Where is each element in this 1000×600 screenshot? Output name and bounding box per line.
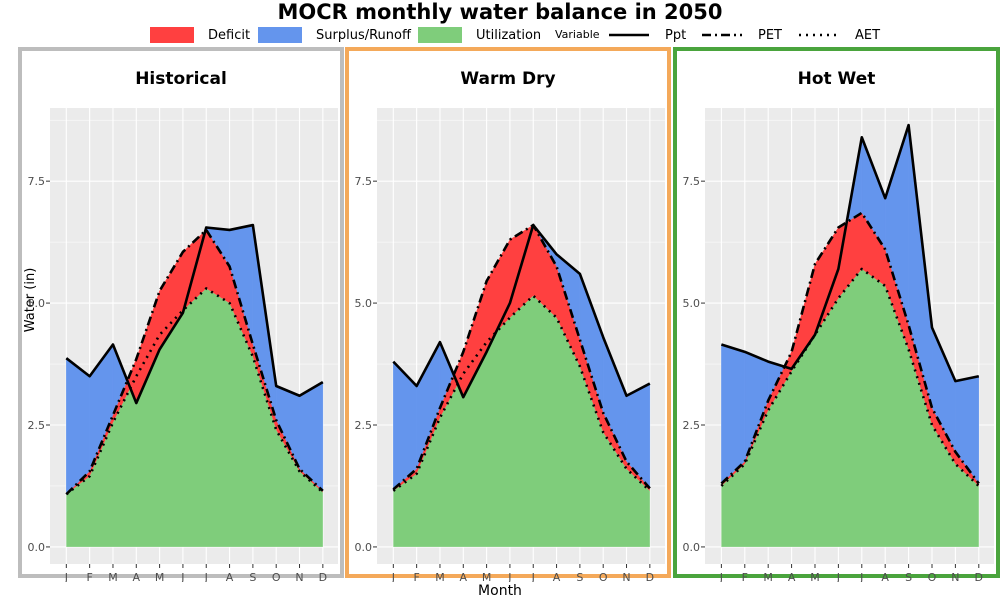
x-tick-label: D bbox=[319, 571, 327, 582]
x-tick-label: F bbox=[86, 571, 92, 582]
x-tick-label: S bbox=[576, 571, 583, 582]
plot-historical: 0.0 2.5 5.0 7.5 J F M A M J J A S O N D bbox=[28, 108, 338, 584]
x-tick-label: J bbox=[507, 571, 511, 582]
panel-historical: Historical 0.0 2.5 5.0 7.5 J F M A M J J A S O N D bbox=[18, 47, 344, 584]
surplus-area bbox=[721, 344, 745, 484]
y-tick-label: 2.5 bbox=[355, 419, 373, 432]
x-tick-label: D bbox=[975, 571, 983, 582]
utilization-area bbox=[721, 268, 979, 547]
legend: Deficit Surplus/Runoff Utilization Varia… bbox=[0, 25, 1000, 45]
legend-variable-title: Variable bbox=[555, 28, 600, 41]
x-tick-label: J bbox=[391, 571, 395, 582]
legend-swatch-deficit bbox=[150, 27, 194, 43]
legend-label-aet: AET bbox=[855, 27, 881, 43]
x-tick-label: F bbox=[742, 571, 748, 582]
utilization-area bbox=[66, 288, 323, 547]
x-tick-label: S bbox=[905, 571, 912, 582]
x-tick-label: M bbox=[810, 571, 820, 582]
panel-title: Warm Dry bbox=[460, 69, 556, 89]
x-tick-label: J bbox=[531, 571, 535, 582]
x-tick-label: O bbox=[928, 571, 937, 582]
x-tick-label: A bbox=[133, 571, 141, 582]
legend-line-ppt bbox=[609, 33, 649, 37]
y-tick-label: 0.0 bbox=[683, 541, 701, 554]
legend-label-pet: PET bbox=[758, 27, 782, 43]
x-tick-label: J bbox=[836, 571, 840, 582]
series-line-pet bbox=[720, 211, 980, 485]
surplus-area bbox=[66, 357, 90, 495]
panel-title: Hot Wet bbox=[797, 69, 876, 89]
y-tick-label: 7.5 bbox=[28, 175, 46, 188]
x-tick-label: N bbox=[295, 571, 303, 582]
x-tick-label: J bbox=[719, 571, 723, 582]
plot-hot-wet: 0.0 2.5 5.0 7.5 J F M A M J J A S O N D bbox=[683, 108, 994, 584]
legend-item-aet: AET bbox=[797, 25, 880, 45]
legend-label-utilization: Utilization bbox=[476, 27, 542, 43]
y-tick-label: 7.5 bbox=[355, 175, 373, 188]
x-tick-label: N bbox=[622, 571, 630, 582]
legend-item-surplus: Surplus/Runoff bbox=[258, 25, 411, 45]
x-tick-label: J bbox=[64, 571, 68, 582]
series-line-aet bbox=[392, 294, 651, 492]
y-tick-label: 0.0 bbox=[355, 541, 373, 554]
y-tick-label: 5.0 bbox=[355, 297, 373, 310]
legend-line-pet bbox=[702, 33, 742, 37]
x-tick-label: A bbox=[460, 571, 468, 582]
y-tick-label: 2.5 bbox=[28, 419, 46, 432]
x-tick-label: M bbox=[108, 571, 118, 582]
legend-line-aet bbox=[799, 33, 839, 37]
plot-warm-dry: 0.0 2.5 5.0 7.5 J F M A M J J A S O N D bbox=[355, 108, 665, 584]
legend-label-deficit: Deficit bbox=[208, 27, 251, 43]
panel-hot-wet: Hot Wet 0.0 2.5 5.0 7.5 J F M A M J J A S O N D bbox=[673, 47, 1000, 584]
legend-item-deficit: Deficit bbox=[150, 25, 250, 45]
x-tick-label: J bbox=[859, 571, 863, 582]
deficit-area-pet-aet bbox=[66, 229, 323, 495]
x-tick-label: N bbox=[951, 571, 959, 582]
legend-label-surplus: Surplus/Runoff bbox=[316, 27, 411, 43]
y-tick-label: 5.0 bbox=[683, 297, 701, 310]
x-tick-label: M bbox=[482, 571, 492, 582]
series-line-pet bbox=[392, 223, 651, 491]
x-tick-label: A bbox=[553, 571, 561, 582]
y-tick-label: 7.5 bbox=[683, 175, 701, 188]
legend-item-pet: PET bbox=[700, 25, 782, 45]
series-line-aet bbox=[65, 287, 324, 496]
panel-warm-dry: Warm Dry 0.0 2.5 5.0 7.5 J F M A M J J A S O N D bbox=[345, 47, 671, 584]
legend-label-ppt: Ppt bbox=[665, 27, 687, 43]
x-tick-label: M bbox=[435, 571, 445, 582]
legend-swatch-utilization bbox=[418, 27, 462, 43]
x-axis-label: Month bbox=[478, 583, 522, 599]
series-line-ppt bbox=[65, 223, 324, 405]
x-tick-label: M bbox=[763, 571, 773, 582]
series-line-ppt bbox=[720, 123, 980, 383]
utilization-area bbox=[393, 295, 650, 547]
legend-swatch-surplus bbox=[258, 27, 302, 43]
x-tick-label: A bbox=[226, 571, 234, 582]
x-tick-label: J bbox=[180, 571, 184, 582]
series-line-pet bbox=[65, 228, 324, 496]
deficit-area-pet-aet bbox=[721, 212, 979, 486]
deficit-area-pet-aet bbox=[393, 225, 650, 491]
series-line-ppt bbox=[392, 223, 651, 399]
panel-title: Historical bbox=[135, 69, 227, 89]
x-tick-label: A bbox=[788, 571, 796, 582]
x-tick-label: A bbox=[881, 571, 889, 582]
x-tick-label: F bbox=[413, 571, 419, 582]
legend-item-ppt: Ppt bbox=[607, 25, 686, 45]
x-tick-label: M bbox=[155, 571, 165, 582]
x-tick-label: J bbox=[204, 571, 208, 582]
y-tick-label: 5.0 bbox=[28, 297, 46, 310]
x-tick-label: D bbox=[646, 571, 654, 582]
legend-item-utilization: Utilization bbox=[418, 25, 541, 45]
x-tick-label: S bbox=[249, 571, 256, 582]
y-tick-label: 2.5 bbox=[683, 419, 701, 432]
y-tick-label: 0.0 bbox=[28, 541, 46, 554]
x-tick-label: O bbox=[272, 571, 281, 582]
chart-title: MOCR monthly water balance in 2050 bbox=[277, 0, 723, 24]
x-tick-label: O bbox=[599, 571, 608, 582]
